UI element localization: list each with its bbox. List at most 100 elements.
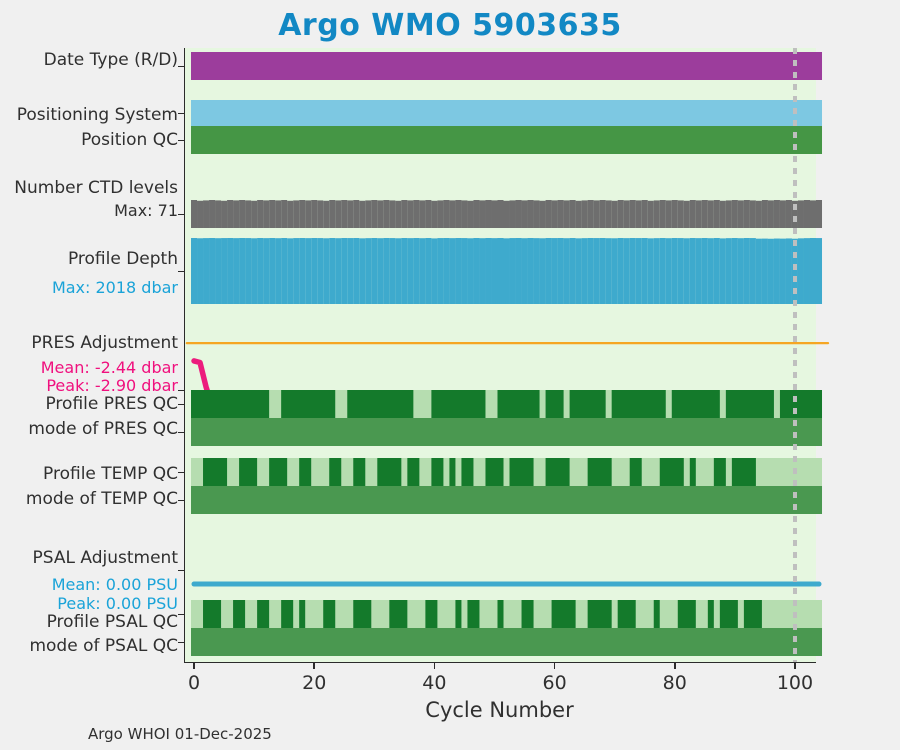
x-tick-label: 60: [542, 672, 567, 694]
track-3-col: [287, 200, 294, 228]
track-4-col: [497, 238, 504, 304]
y-tick-positioning-system: [178, 113, 185, 115]
track-4-col: [683, 238, 690, 304]
track-8-seg: [587, 458, 612, 486]
track-3-col: [527, 200, 534, 228]
row-sublabel-pres-peak: Peak: -2.90 dbar: [46, 376, 178, 395]
track-4-col: [401, 238, 408, 304]
x-tick: [193, 662, 195, 669]
track-3-col: [485, 200, 492, 228]
track-3-col: [449, 200, 456, 228]
track-4-col: [737, 238, 744, 304]
track-3-col: [509, 200, 516, 228]
x-tick: [794, 662, 796, 669]
row-label-profile-temp-qc: Profile TEMP QC: [43, 464, 178, 484]
track-4-col: [449, 238, 456, 304]
track-8-seg: [239, 458, 258, 486]
track-4-col: [329, 238, 336, 304]
track-3-col: [347, 200, 354, 228]
track-4-col: [341, 238, 348, 304]
track-4-col: [671, 238, 678, 304]
track-3-col: [305, 200, 312, 228]
row-label-number-ctd-levels: Number CTD levels: [14, 178, 178, 198]
track-4-col: [575, 238, 582, 304]
track-4-col: [287, 238, 294, 304]
track-4-col: [533, 238, 540, 304]
track-3-col: [341, 200, 348, 228]
track-3-col: [809, 200, 816, 228]
track-4-col: [443, 238, 450, 304]
track-4-col: [239, 238, 246, 304]
track-3-col: [407, 200, 414, 228]
track-3-col: [371, 200, 378, 228]
track-4-col: [743, 238, 750, 304]
track-4-col: [677, 238, 684, 304]
track-3-col: [437, 200, 444, 228]
track-3-col: [461, 200, 468, 228]
track-3-col: [659, 200, 666, 228]
track-4-col: [245, 238, 252, 304]
track-3-col: [425, 200, 432, 228]
track-6-gap: [539, 390, 546, 418]
track-11-seg: [467, 600, 480, 628]
track-8-seg: [713, 458, 726, 486]
x-tick-label: 20: [302, 672, 327, 694]
track-4-col: [203, 238, 210, 304]
track-3-col: [479, 200, 486, 228]
track-4-col: [695, 238, 702, 304]
track-4-col: [809, 238, 816, 304]
y-tick-profile-pres-qc: [178, 404, 185, 406]
track-6-gap: [269, 390, 282, 418]
track-4-col: [755, 238, 762, 304]
track-3-col: [587, 200, 594, 228]
track-4-col: [701, 238, 708, 304]
track-3-col: [743, 200, 750, 228]
track-4-col: [713, 238, 720, 304]
track-4-col: [527, 238, 534, 304]
track-11-seg: [425, 600, 438, 628]
track-3-col: [611, 200, 618, 228]
track-3-col: [431, 200, 438, 228]
track-3-col: [816, 200, 823, 228]
track-4-col: [773, 238, 780, 304]
track-3-col: [401, 200, 408, 228]
track-4-col: [281, 238, 288, 304]
track-4-col: [365, 238, 372, 304]
track-6-gap: [665, 390, 672, 418]
track-3-col: [569, 200, 576, 228]
track-3-col: [497, 200, 504, 228]
track-8-seg: [731, 458, 756, 486]
track-3-col: [533, 200, 540, 228]
track-3-col: [293, 200, 300, 228]
track-3-col: [665, 200, 672, 228]
track-3-col: [797, 200, 804, 228]
track-3-col: [803, 200, 810, 228]
track-3-col: [779, 200, 786, 228]
track-0-bar: [191, 52, 823, 80]
track-4-col: [257, 238, 264, 304]
track-11-seg: [233, 600, 246, 628]
track-3-col: [773, 200, 780, 228]
track-11-seg: [497, 600, 504, 628]
track-4-col: [251, 238, 258, 304]
track-4-col: [371, 238, 378, 304]
x-tick-label: 40: [422, 672, 447, 694]
track-4-col: [233, 238, 240, 304]
track-4-col: [731, 238, 738, 304]
track-3-col: [617, 200, 624, 228]
track-8-seg: [329, 458, 342, 486]
x-tick: [313, 662, 315, 669]
track-3-col: [737, 200, 744, 228]
track-3-col: [689, 200, 696, 228]
track-4-col: [515, 238, 522, 304]
track-8-seg: [269, 458, 288, 486]
y-tick-position-qc: [178, 140, 185, 142]
track-4-col: [611, 238, 618, 304]
x-tick: [433, 662, 436, 669]
track-4-col: [779, 238, 786, 304]
x-tick-label: 80: [662, 672, 687, 694]
page-title: Argo WMO 5903635: [278, 8, 622, 43]
track-6-fill: [191, 390, 823, 418]
track-3-col: [605, 200, 612, 228]
track-3-col: [383, 200, 390, 228]
